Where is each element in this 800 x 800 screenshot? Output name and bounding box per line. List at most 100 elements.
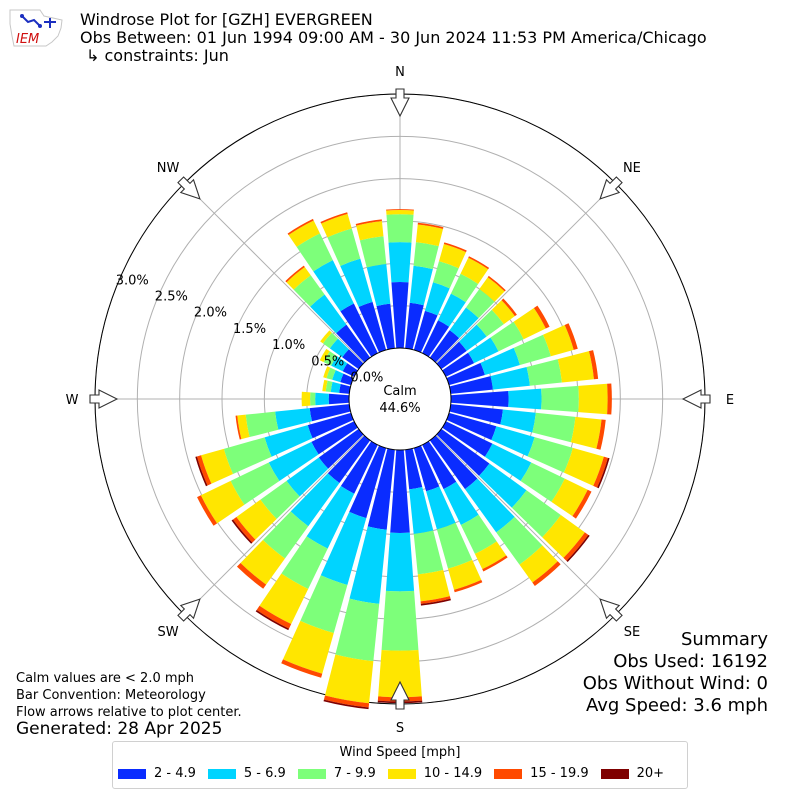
compass-label-w: W (66, 393, 79, 408)
wind-bar-segment (426, 486, 456, 530)
wind-bar-segment (484, 443, 532, 481)
calm-label: Calm (383, 384, 416, 399)
legend-label: 20+ (636, 766, 665, 781)
wind-bar-segment (541, 385, 579, 413)
wind-bar-segment (323, 695, 370, 708)
wind-bar-segment (450, 273, 479, 303)
legend-items: 2 - 4.9 5 - 6.9 7 - 9.9 10 - 14.9 15 - 19.9 2… (118, 766, 676, 781)
wind-bar-segment (446, 362, 485, 386)
wind-bar-segment (319, 348, 330, 363)
flow-arrow (89, 389, 119, 409)
wind-bar-segment (468, 256, 490, 270)
wind-bar-segment (320, 330, 332, 344)
wind-bar-segment (309, 404, 351, 422)
wind-bar-segment (417, 569, 450, 602)
legend-label: 7 - 9.9 (333, 766, 376, 781)
flow-arrows-note: Flow arrows relative to plot center. (16, 705, 242, 720)
wind-bar-segment (366, 264, 391, 307)
wind-bar-segment (236, 499, 277, 540)
wind-bar-segment (588, 350, 599, 380)
radial-tick-label: 1.0% (272, 338, 305, 353)
wind-bar-segment (460, 514, 497, 554)
chart-subtitle: Obs Between: 01 Jun 1994 09:00 AM - 30 J… (80, 28, 707, 47)
wind-bar-segment (235, 415, 242, 440)
wind-bar-segment (520, 462, 565, 502)
wind-bar-segment (340, 441, 378, 494)
summary-obs-without-wind: Obs Without Wind: 0 (582, 673, 768, 694)
wind-bar-segment (496, 516, 543, 565)
legend-title: Wind Speed [mph] (339, 745, 461, 760)
wind-bar-segment (563, 447, 604, 486)
wind-bar-segment (322, 379, 328, 392)
wind-bar-segment (323, 351, 337, 366)
wind-bar-segment (476, 309, 504, 337)
wind-bar-segment (436, 522, 473, 569)
wind-bar-segment (479, 277, 505, 302)
wind-bar-segment (436, 341, 467, 370)
wind-bar-segment (315, 392, 329, 406)
wind-bar-segment (282, 620, 334, 674)
wind-bar-segment (474, 541, 507, 570)
compass-label-e: E (726, 393, 734, 408)
wind-bar-segment (196, 455, 212, 486)
compass-label-se: SE (624, 625, 640, 640)
wind-bar-segment (448, 559, 482, 590)
legend-swatch (118, 768, 146, 779)
grid-spoke (183, 434, 365, 616)
wind-bar-segment (465, 288, 495, 319)
wind-bar-segment (446, 412, 497, 441)
wind-bar-segment (342, 363, 358, 377)
wind-bar-segment (480, 347, 520, 375)
wind-bar-segment (223, 437, 272, 475)
wind-bar-segment (450, 391, 509, 407)
radial-tick-label: 2.0% (194, 306, 227, 321)
wind-bar-segment (281, 659, 323, 678)
legend-item: 10 - 14.9 (387, 766, 482, 781)
wind-bar-segment (306, 485, 355, 549)
wind-bar-segment (230, 462, 280, 505)
wind-bar-segment (340, 373, 354, 386)
wind-bar-segment (318, 428, 364, 469)
compass-label-s: S (396, 721, 404, 736)
wind-bar-segment (264, 425, 313, 457)
wind-bar-segment (268, 441, 319, 481)
wind-bar-segment (293, 275, 325, 307)
wind-bar-segment (578, 383, 608, 415)
radial-tick-label: 0.0% (350, 370, 383, 385)
wind-bar-segment (336, 324, 371, 363)
wind-bar-segment (479, 463, 527, 508)
wind-bar-segment (388, 242, 412, 283)
wind-bar-segment (390, 449, 410, 533)
wind-bar-segment (442, 421, 493, 457)
flow-arrow (177, 176, 201, 200)
wind-bar-segment (275, 408, 312, 430)
flow-arrow (599, 598, 623, 622)
wind-bar-segment (491, 426, 535, 457)
wind-bar-segment (405, 448, 423, 490)
wind-bar-segment (326, 367, 336, 380)
legend-item: 7 - 9.9 (297, 766, 376, 781)
wind-bar-segment (409, 265, 433, 306)
legend-swatch (387, 768, 416, 779)
wind-bar-segment (287, 218, 314, 235)
wind-bar-segment (321, 213, 352, 238)
wind-bar-segment (349, 526, 387, 604)
wind-bar-segment (460, 257, 489, 284)
wind-bar-segment (296, 233, 333, 272)
wind-bar-segment (313, 260, 354, 312)
wind-bar-segment (240, 539, 285, 585)
wind-bar-segment (255, 609, 289, 631)
wind-bar-segment (500, 409, 536, 433)
wind-bar-segment (487, 275, 506, 292)
radial-tick-label: 3.0% (116, 273, 149, 288)
wind-bar-segment (464, 478, 515, 533)
wind-bar-segment (570, 416, 602, 449)
legend-swatch (297, 768, 326, 779)
legend-item: 15 - 19.9 (494, 766, 589, 781)
wind-bar-segment (201, 448, 234, 484)
wind-bar-segment (385, 532, 415, 592)
wind-bar-segment (413, 445, 440, 492)
wind-bar-segment (443, 242, 467, 253)
compass-label-n: N (395, 65, 405, 80)
wind-bar-segment (413, 530, 444, 575)
